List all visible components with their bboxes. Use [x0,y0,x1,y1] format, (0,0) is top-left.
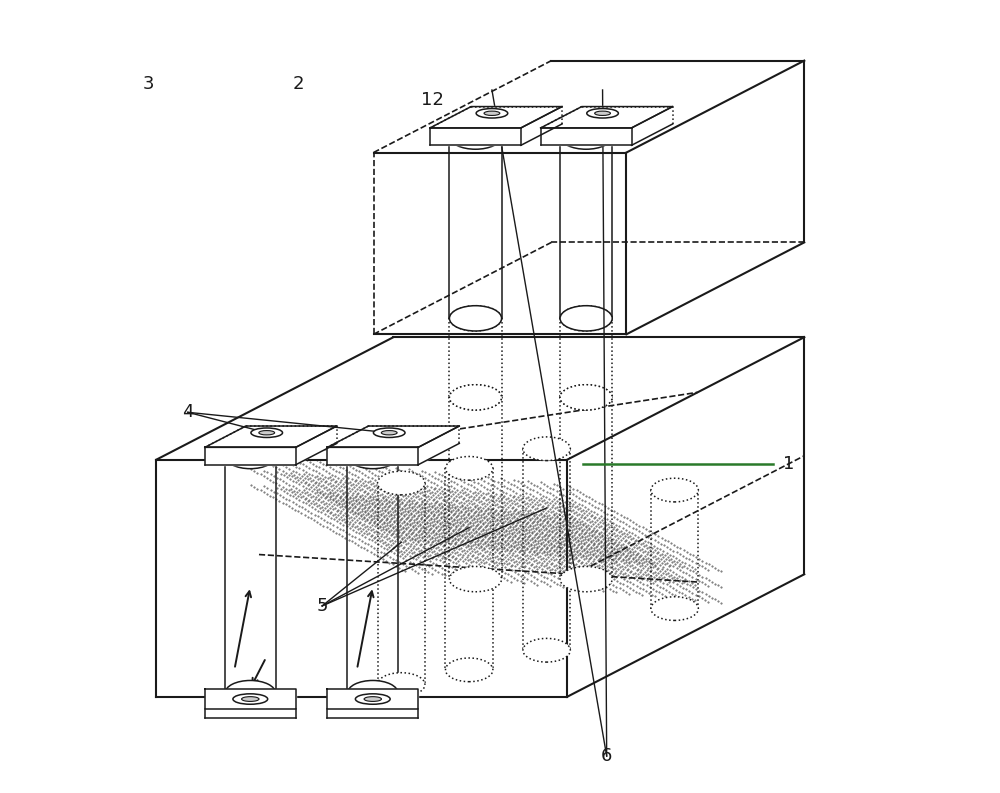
Ellipse shape [373,428,405,438]
Ellipse shape [449,306,502,331]
Ellipse shape [484,111,500,116]
Polygon shape [296,426,337,465]
Polygon shape [541,106,673,128]
Text: 2: 2 [293,75,304,94]
Ellipse shape [225,443,276,469]
Polygon shape [418,426,459,465]
Ellipse shape [476,109,508,118]
Polygon shape [327,689,418,709]
Ellipse shape [378,672,425,696]
Ellipse shape [560,385,612,410]
Ellipse shape [523,638,570,662]
Polygon shape [632,106,673,145]
Ellipse shape [225,680,276,706]
Text: 4: 4 [182,404,194,421]
Polygon shape [430,128,521,145]
Polygon shape [521,106,562,145]
Ellipse shape [449,306,502,331]
Ellipse shape [445,658,493,682]
Polygon shape [327,426,459,447]
Ellipse shape [378,471,425,495]
Ellipse shape [560,306,612,331]
Polygon shape [327,709,418,718]
Ellipse shape [242,696,259,702]
Ellipse shape [449,385,502,410]
Ellipse shape [560,385,612,410]
Ellipse shape [587,109,618,118]
Ellipse shape [445,457,493,481]
Ellipse shape [251,428,283,438]
Ellipse shape [347,680,398,706]
Ellipse shape [651,478,698,502]
Text: 1: 1 [783,454,794,473]
Ellipse shape [595,111,610,116]
Ellipse shape [233,694,268,704]
Text: 6: 6 [601,747,612,765]
Polygon shape [430,106,562,128]
Polygon shape [327,447,418,465]
Polygon shape [205,709,296,718]
Polygon shape [205,426,337,447]
Text: 12: 12 [421,91,444,109]
Ellipse shape [560,566,612,592]
Ellipse shape [381,431,397,435]
Ellipse shape [523,437,570,461]
Ellipse shape [449,124,502,149]
Ellipse shape [364,696,381,702]
Ellipse shape [651,597,698,620]
Ellipse shape [449,385,502,410]
Ellipse shape [560,124,612,149]
Ellipse shape [560,306,612,331]
Polygon shape [205,447,296,465]
Polygon shape [541,128,632,145]
Text: 3: 3 [143,75,154,94]
Ellipse shape [449,566,502,592]
Ellipse shape [259,431,275,435]
Ellipse shape [355,694,390,704]
Polygon shape [205,689,296,709]
Text: 5: 5 [316,597,328,615]
Ellipse shape [347,443,398,469]
